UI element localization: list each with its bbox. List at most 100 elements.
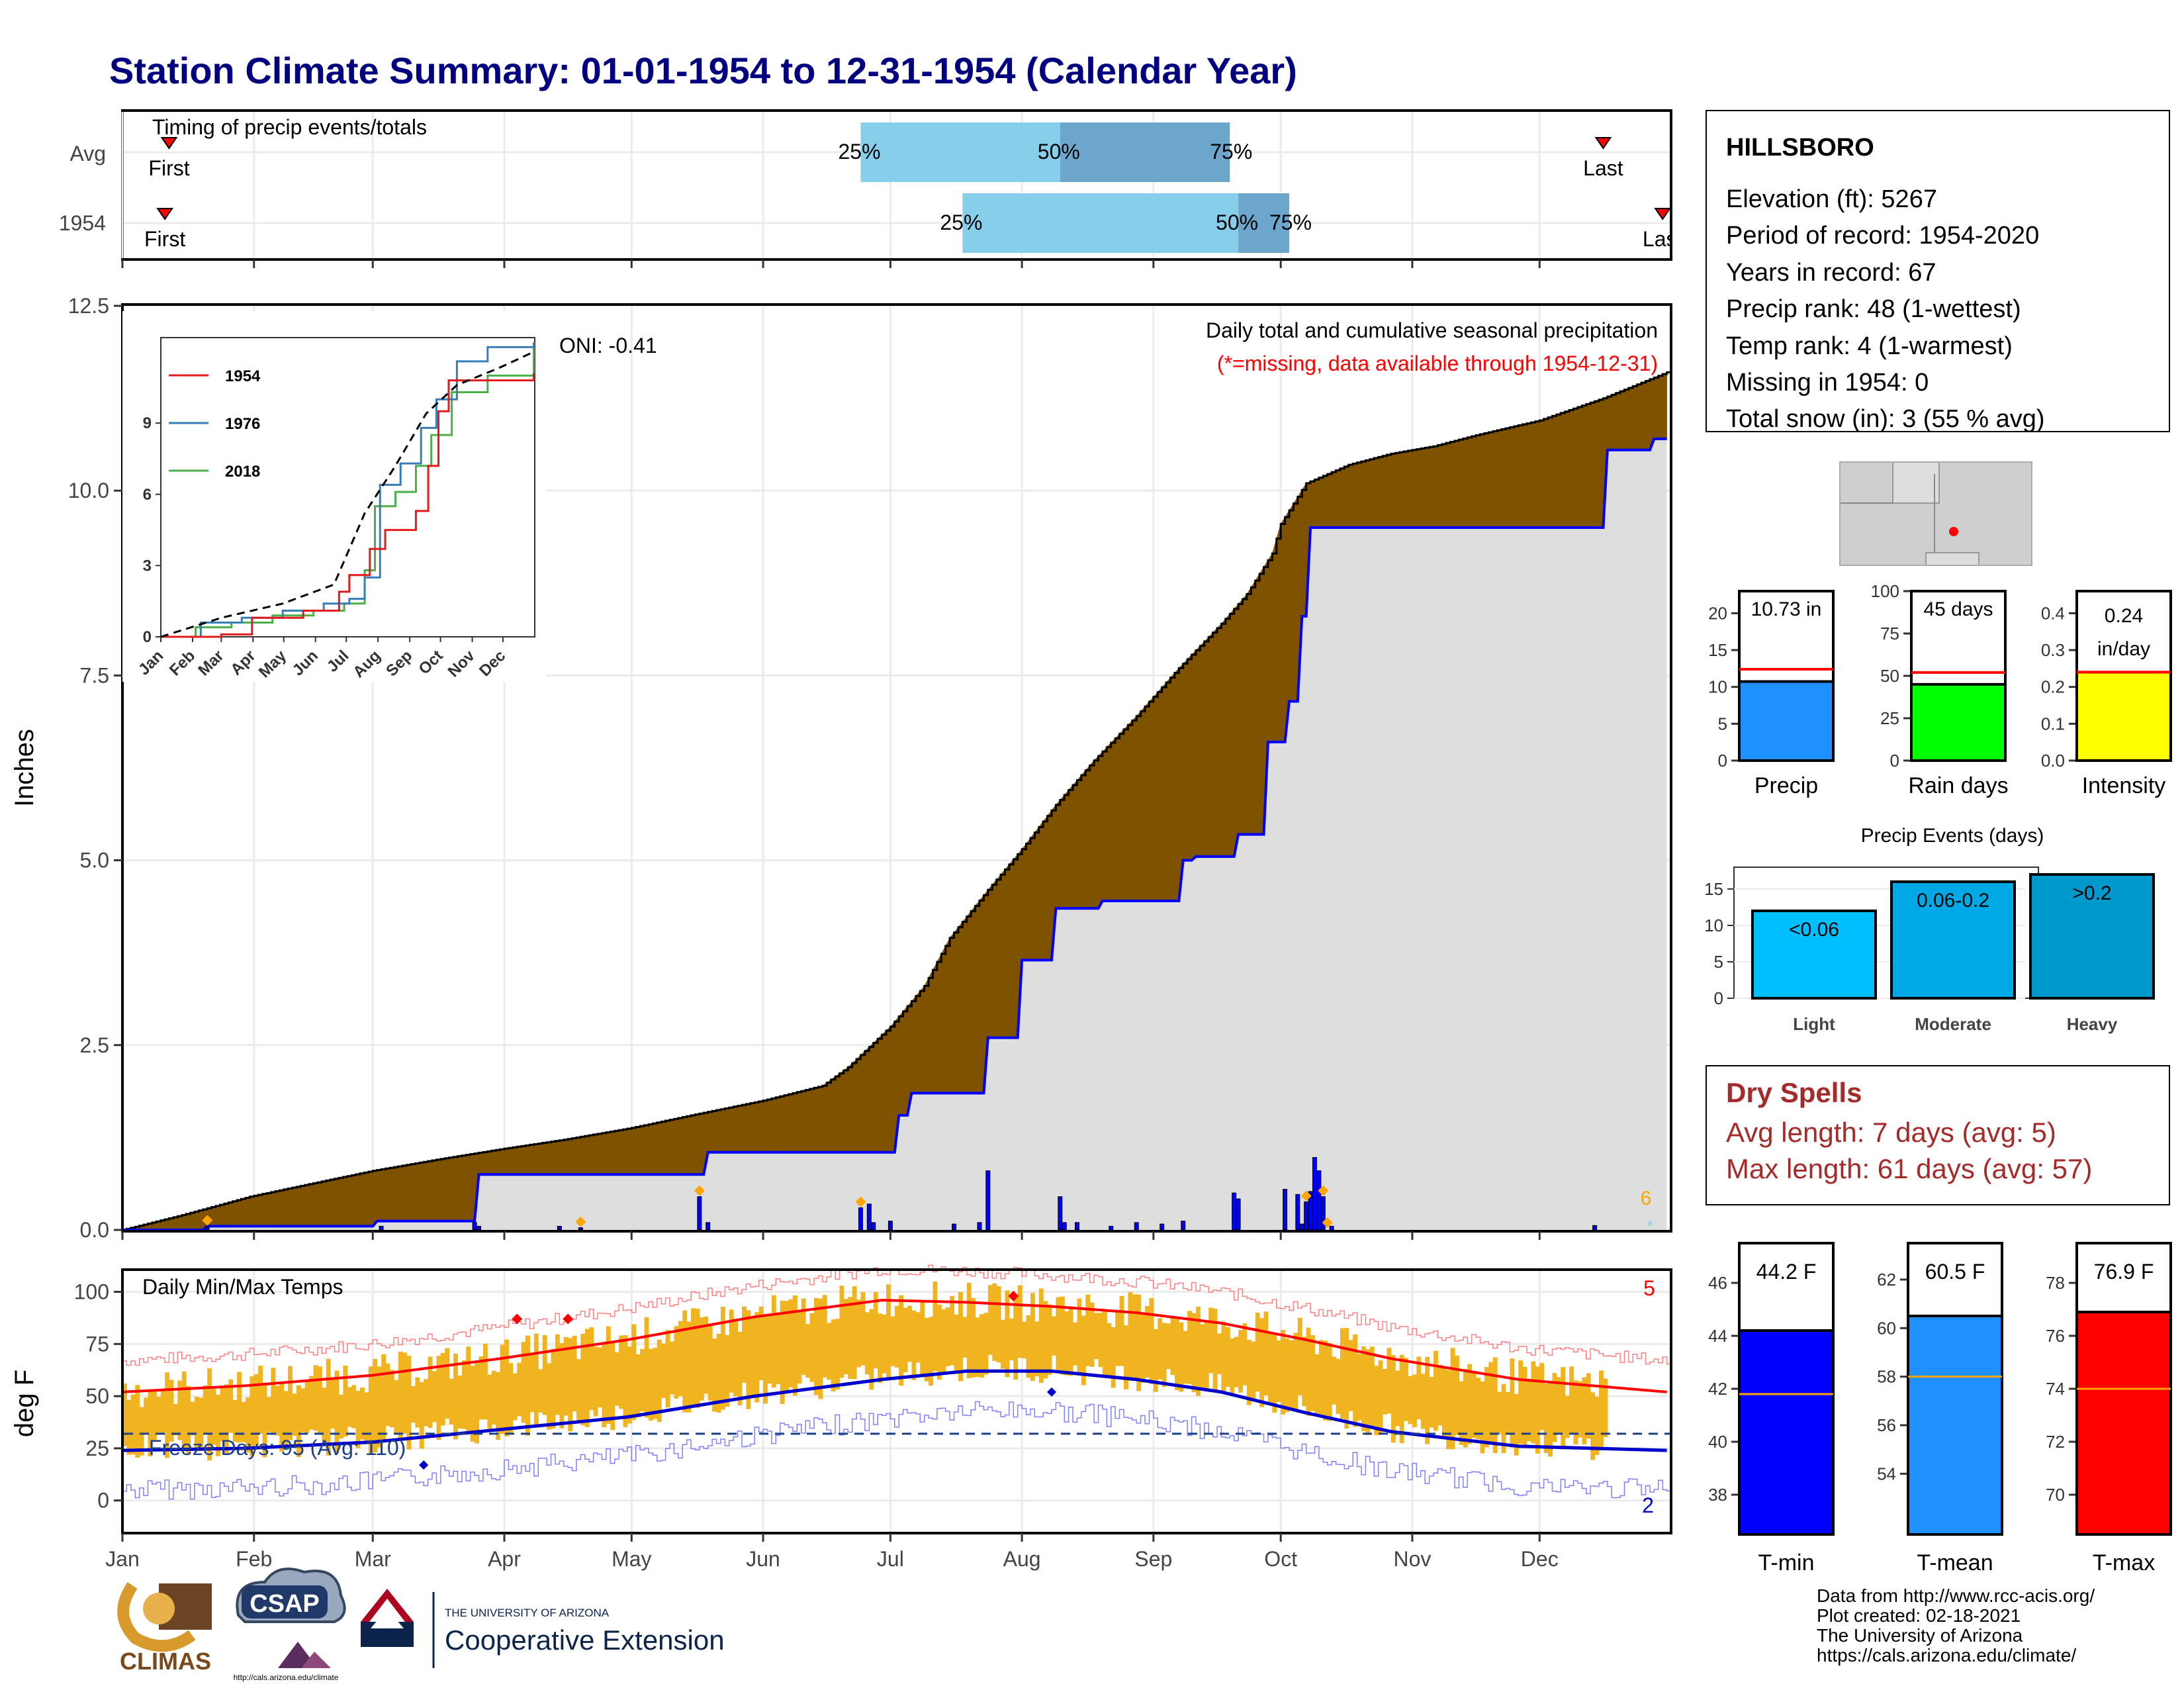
departure-area bbox=[635, 1125, 641, 1175]
daily-temp-bar bbox=[606, 1326, 611, 1424]
daily-temp-bar bbox=[1170, 1318, 1175, 1376]
ua-name-text: Cooperative Extension bbox=[445, 1624, 725, 1656]
departure-area bbox=[606, 1131, 611, 1175]
daily-temp-bar bbox=[568, 1338, 573, 1432]
departure-area bbox=[1009, 859, 1014, 1038]
daily-temp-bar bbox=[1522, 1366, 1527, 1448]
daily-temp-bar bbox=[1514, 1393, 1519, 1456]
departure-area bbox=[1348, 463, 1353, 528]
departure-area bbox=[1518, 424, 1523, 528]
departure-area bbox=[602, 1132, 607, 1175]
departure-area bbox=[428, 1160, 433, 1221]
daily-temp-bar bbox=[792, 1295, 797, 1396]
temp-y-label: 56 bbox=[1877, 1415, 1896, 1435]
departure-area bbox=[996, 874, 1001, 1038]
daily-temp-bar bbox=[903, 1307, 908, 1373]
daily-temp-bar bbox=[1238, 1330, 1243, 1393]
daily-temp-bar bbox=[1569, 1366, 1574, 1434]
departure-area bbox=[500, 1148, 505, 1175]
departure-area bbox=[1246, 586, 1251, 835]
departure-area bbox=[1251, 580, 1256, 835]
daily-temp-bar bbox=[653, 1347, 658, 1419]
last-label: Last bbox=[1643, 227, 1683, 251]
departure-area bbox=[665, 1119, 670, 1175]
mini-chart-bar bbox=[2075, 671, 2172, 762]
departure-area bbox=[835, 1073, 840, 1153]
mini-chart-value: in/day bbox=[2097, 638, 2150, 660]
temp-summary-bar bbox=[1907, 1315, 2003, 1536]
daily-temp-bar bbox=[445, 1348, 450, 1419]
departure-area bbox=[377, 1169, 382, 1221]
daily-temp-bar bbox=[491, 1370, 496, 1425]
daily-temp-bar bbox=[1017, 1285, 1023, 1358]
daily-temp-bar bbox=[338, 1395, 343, 1439]
daily-temp-bar bbox=[763, 1314, 768, 1404]
daily-temp-bar bbox=[1603, 1378, 1608, 1438]
daily-temp-bar bbox=[707, 1324, 713, 1401]
departure-area bbox=[1161, 682, 1167, 902]
departure-area bbox=[1056, 799, 1061, 909]
daily-temp-bar bbox=[1387, 1348, 1392, 1414]
daily-temp-bar bbox=[347, 1387, 352, 1427]
departure-area bbox=[419, 1161, 424, 1221]
daily-temp-bar bbox=[1204, 1321, 1209, 1390]
daily-temp-bar bbox=[563, 1336, 569, 1416]
daily-temp-bar bbox=[907, 1305, 912, 1362]
daily-precip-bar bbox=[1074, 1222, 1079, 1231]
daily-temp-bar bbox=[394, 1380, 399, 1434]
daily-temp-bar bbox=[207, 1368, 212, 1461]
events-title: Precip Events (days) bbox=[1861, 825, 2044, 847]
departure-area bbox=[639, 1125, 645, 1175]
daily-temp-bar bbox=[797, 1311, 802, 1384]
departure-area bbox=[410, 1163, 416, 1221]
daily-temp-bar bbox=[576, 1359, 581, 1423]
mini-chart-bar bbox=[1738, 680, 1835, 762]
temp-y-label: 74 bbox=[2046, 1379, 2065, 1399]
departure-area bbox=[1514, 425, 1519, 528]
daily-temp-bar bbox=[1383, 1368, 1387, 1415]
temp-summary-category: T-max bbox=[2093, 1550, 2155, 1575]
daily-temp-bar bbox=[1234, 1336, 1239, 1387]
mini-y-label: 10 bbox=[1708, 677, 1727, 697]
departure-area bbox=[686, 1115, 692, 1175]
daily-temp-bar bbox=[406, 1356, 412, 1450]
mini-chart-precip_total: 0 5 10 15 20 Precip 10.73 in bbox=[1708, 590, 1835, 798]
daily-temp-bar bbox=[419, 1382, 424, 1449]
station-location-map bbox=[1839, 461, 2032, 566]
departure-area bbox=[933, 962, 938, 1094]
departure-area bbox=[898, 1011, 903, 1116]
inset-y-label: 9 bbox=[143, 414, 152, 432]
departure-area bbox=[1229, 608, 1234, 857]
daily-temp-bar bbox=[1281, 1330, 1286, 1415]
departure-area bbox=[1454, 439, 1459, 528]
temp-y-label: 78 bbox=[2046, 1273, 2065, 1293]
departure-area bbox=[614, 1129, 619, 1175]
first-label: First bbox=[148, 156, 189, 180]
daily-temp-bar bbox=[987, 1285, 993, 1355]
daily-temp-bar bbox=[720, 1307, 725, 1410]
credit-line: Data from http://www.rcc-acis.org/ bbox=[1817, 1585, 2095, 1606]
page-title: Station Climate Summary: 01-01-1954 to 1… bbox=[109, 50, 1297, 91]
departure-area bbox=[890, 1021, 895, 1153]
daily-temp-bar bbox=[1013, 1296, 1019, 1380]
y-tick-label: 2.5 bbox=[80, 1033, 109, 1057]
departure-area bbox=[1157, 686, 1162, 902]
daily-temp-bar bbox=[1484, 1367, 1489, 1448]
inset-series-1954 bbox=[161, 373, 535, 638]
daily-temp-bar bbox=[300, 1388, 306, 1432]
daily-temp-bar bbox=[1543, 1383, 1549, 1453]
daily-temp-bar bbox=[542, 1335, 547, 1415]
daily-temp-bar bbox=[1361, 1346, 1366, 1431]
daily-temp-bar bbox=[538, 1369, 543, 1413]
daily-temp-bar bbox=[1026, 1315, 1031, 1378]
daily-temp-bar bbox=[487, 1374, 492, 1429]
daily-temp-bar bbox=[1505, 1391, 1510, 1434]
daily-temp-bar bbox=[262, 1385, 267, 1458]
daily-temp-bar bbox=[1586, 1373, 1591, 1439]
daily-temp-bar bbox=[165, 1372, 170, 1458]
temp-summary-category: T-mean bbox=[1917, 1550, 1993, 1575]
daily-precip-bar bbox=[578, 1227, 583, 1231]
departure-area bbox=[542, 1142, 547, 1175]
departure-area bbox=[1445, 442, 1451, 528]
departure-area bbox=[597, 1133, 602, 1175]
